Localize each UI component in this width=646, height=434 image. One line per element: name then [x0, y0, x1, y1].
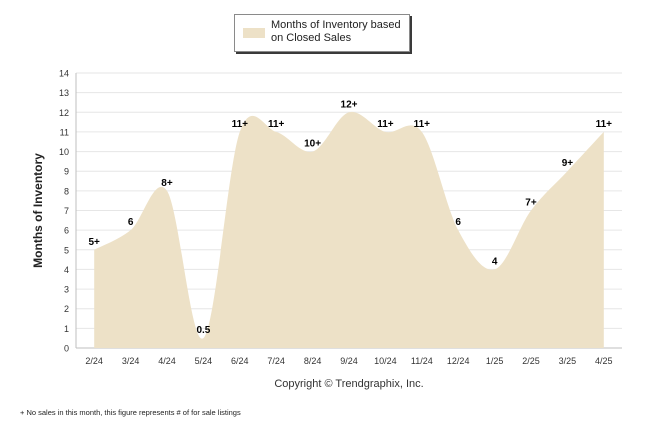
y-tick-label: 8 [64, 186, 69, 196]
x-tick-label: 2/24 [85, 356, 103, 366]
footnote: + No sales in this month, this figure re… [20, 408, 241, 417]
legend-swatch [243, 28, 265, 38]
data-label: 9+ [562, 158, 574, 169]
data-label: 6 [455, 217, 461, 228]
data-label: 10+ [304, 139, 321, 150]
data-label: 11+ [377, 119, 394, 130]
data-label: 11+ [268, 119, 285, 130]
y-tick-label: 11 [60, 127, 69, 137]
x-tick-label: 12/24 [447, 356, 470, 366]
y-tick-label: 1 [64, 324, 69, 334]
y-tick-label: 7 [64, 206, 69, 216]
y-tick-label: 4 [64, 265, 69, 275]
x-tick-label: 6/24 [231, 356, 249, 366]
y-tick-label: 9 [64, 167, 69, 177]
data-label: 8+ [161, 178, 173, 189]
data-label: 11+ [596, 119, 613, 130]
x-tick-label: 11/24 [411, 356, 433, 366]
y-tick-label: 13 [59, 88, 69, 98]
legend-label: Months of Inventory based on Closed Sale… [271, 19, 401, 44]
x-tick-label: 10/24 [374, 356, 397, 366]
x-tick-label: 8/24 [304, 356, 322, 366]
y-axis-title: Months of Inventory [31, 153, 45, 268]
data-label: 5+ [88, 237, 100, 248]
x-tick-label: 9/24 [340, 356, 358, 366]
y-tick-label: 14 [59, 69, 69, 79]
x-tick-label: 3/25 [559, 356, 577, 366]
data-label: 0.5 [196, 325, 210, 336]
y-tick-label: 6 [64, 226, 69, 236]
x-tick-label: 3/24 [122, 356, 140, 366]
x-tick-label: 4/24 [158, 356, 176, 366]
x-axis-title: Copyright © Trendgraphix, Inc. [274, 378, 423, 390]
x-tick-label: 2/25 [522, 356, 540, 366]
x-tick-label: 4/25 [595, 356, 613, 366]
chart-legend: Months of Inventory based on Closed Sale… [234, 14, 410, 52]
x-tick-label: 5/24 [195, 356, 213, 366]
y-tick-label: 2 [64, 304, 69, 314]
y-tick-label: 12 [59, 108, 69, 118]
data-label: 4 [492, 256, 498, 267]
data-label: 6 [128, 217, 134, 228]
y-tick-label: 3 [64, 285, 69, 295]
y-tick-label: 10 [59, 147, 69, 157]
x-tick-label: 1/25 [486, 356, 504, 366]
y-tick-label: 0 [64, 344, 69, 354]
data-label: 11+ [232, 119, 249, 130]
y-tick-label: 5 [64, 245, 69, 255]
x-tick-label: 7/24 [267, 356, 285, 366]
data-label: 11+ [414, 119, 431, 130]
data-label: 12+ [341, 99, 358, 110]
series-area [94, 111, 604, 348]
data-label: 7+ [525, 198, 537, 209]
